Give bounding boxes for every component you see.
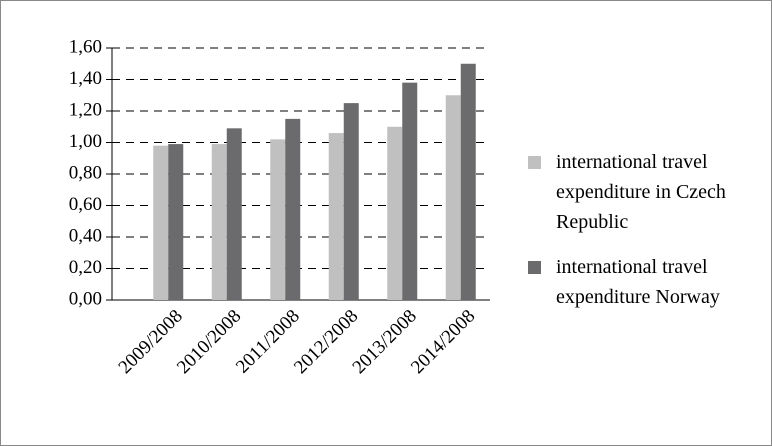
bar — [343, 103, 359, 300]
x-tick-label: 2010/2008 — [173, 306, 245, 378]
bar — [211, 144, 227, 300]
bar — [387, 126, 403, 300]
bar — [226, 128, 242, 300]
legend-swatch — [528, 156, 541, 169]
bar — [460, 63, 476, 300]
x-tick-label: 2014/2008 — [407, 306, 479, 378]
y-tick-label: 1,20 — [69, 99, 102, 120]
y-tick-label: 1,00 — [69, 131, 102, 152]
bar — [153, 145, 169, 300]
bar — [168, 144, 184, 300]
y-tick-label: 0,20 — [69, 257, 102, 278]
bar — [270, 139, 286, 300]
bar — [328, 133, 344, 300]
legend-label: international travel expenditure in Czec… — [556, 151, 726, 233]
bar — [445, 95, 461, 300]
y-tick-label: 0,00 — [69, 288, 102, 309]
y-tick-label: 1,40 — [69, 68, 102, 89]
legend-swatch — [528, 261, 541, 274]
y-tick-label: 0,80 — [69, 162, 102, 183]
legend-item: international travel expenditure in Czec… — [528, 147, 748, 237]
legend-item: international travel expenditure Norway — [528, 252, 748, 312]
y-tick-label: 0,40 — [69, 225, 102, 246]
y-tick-label: 0,60 — [69, 194, 102, 215]
bar — [402, 82, 418, 301]
y-tick-label: 1,60 — [69, 36, 102, 57]
legend-label: international travel expenditure Norway — [556, 256, 720, 308]
bar — [285, 118, 301, 300]
